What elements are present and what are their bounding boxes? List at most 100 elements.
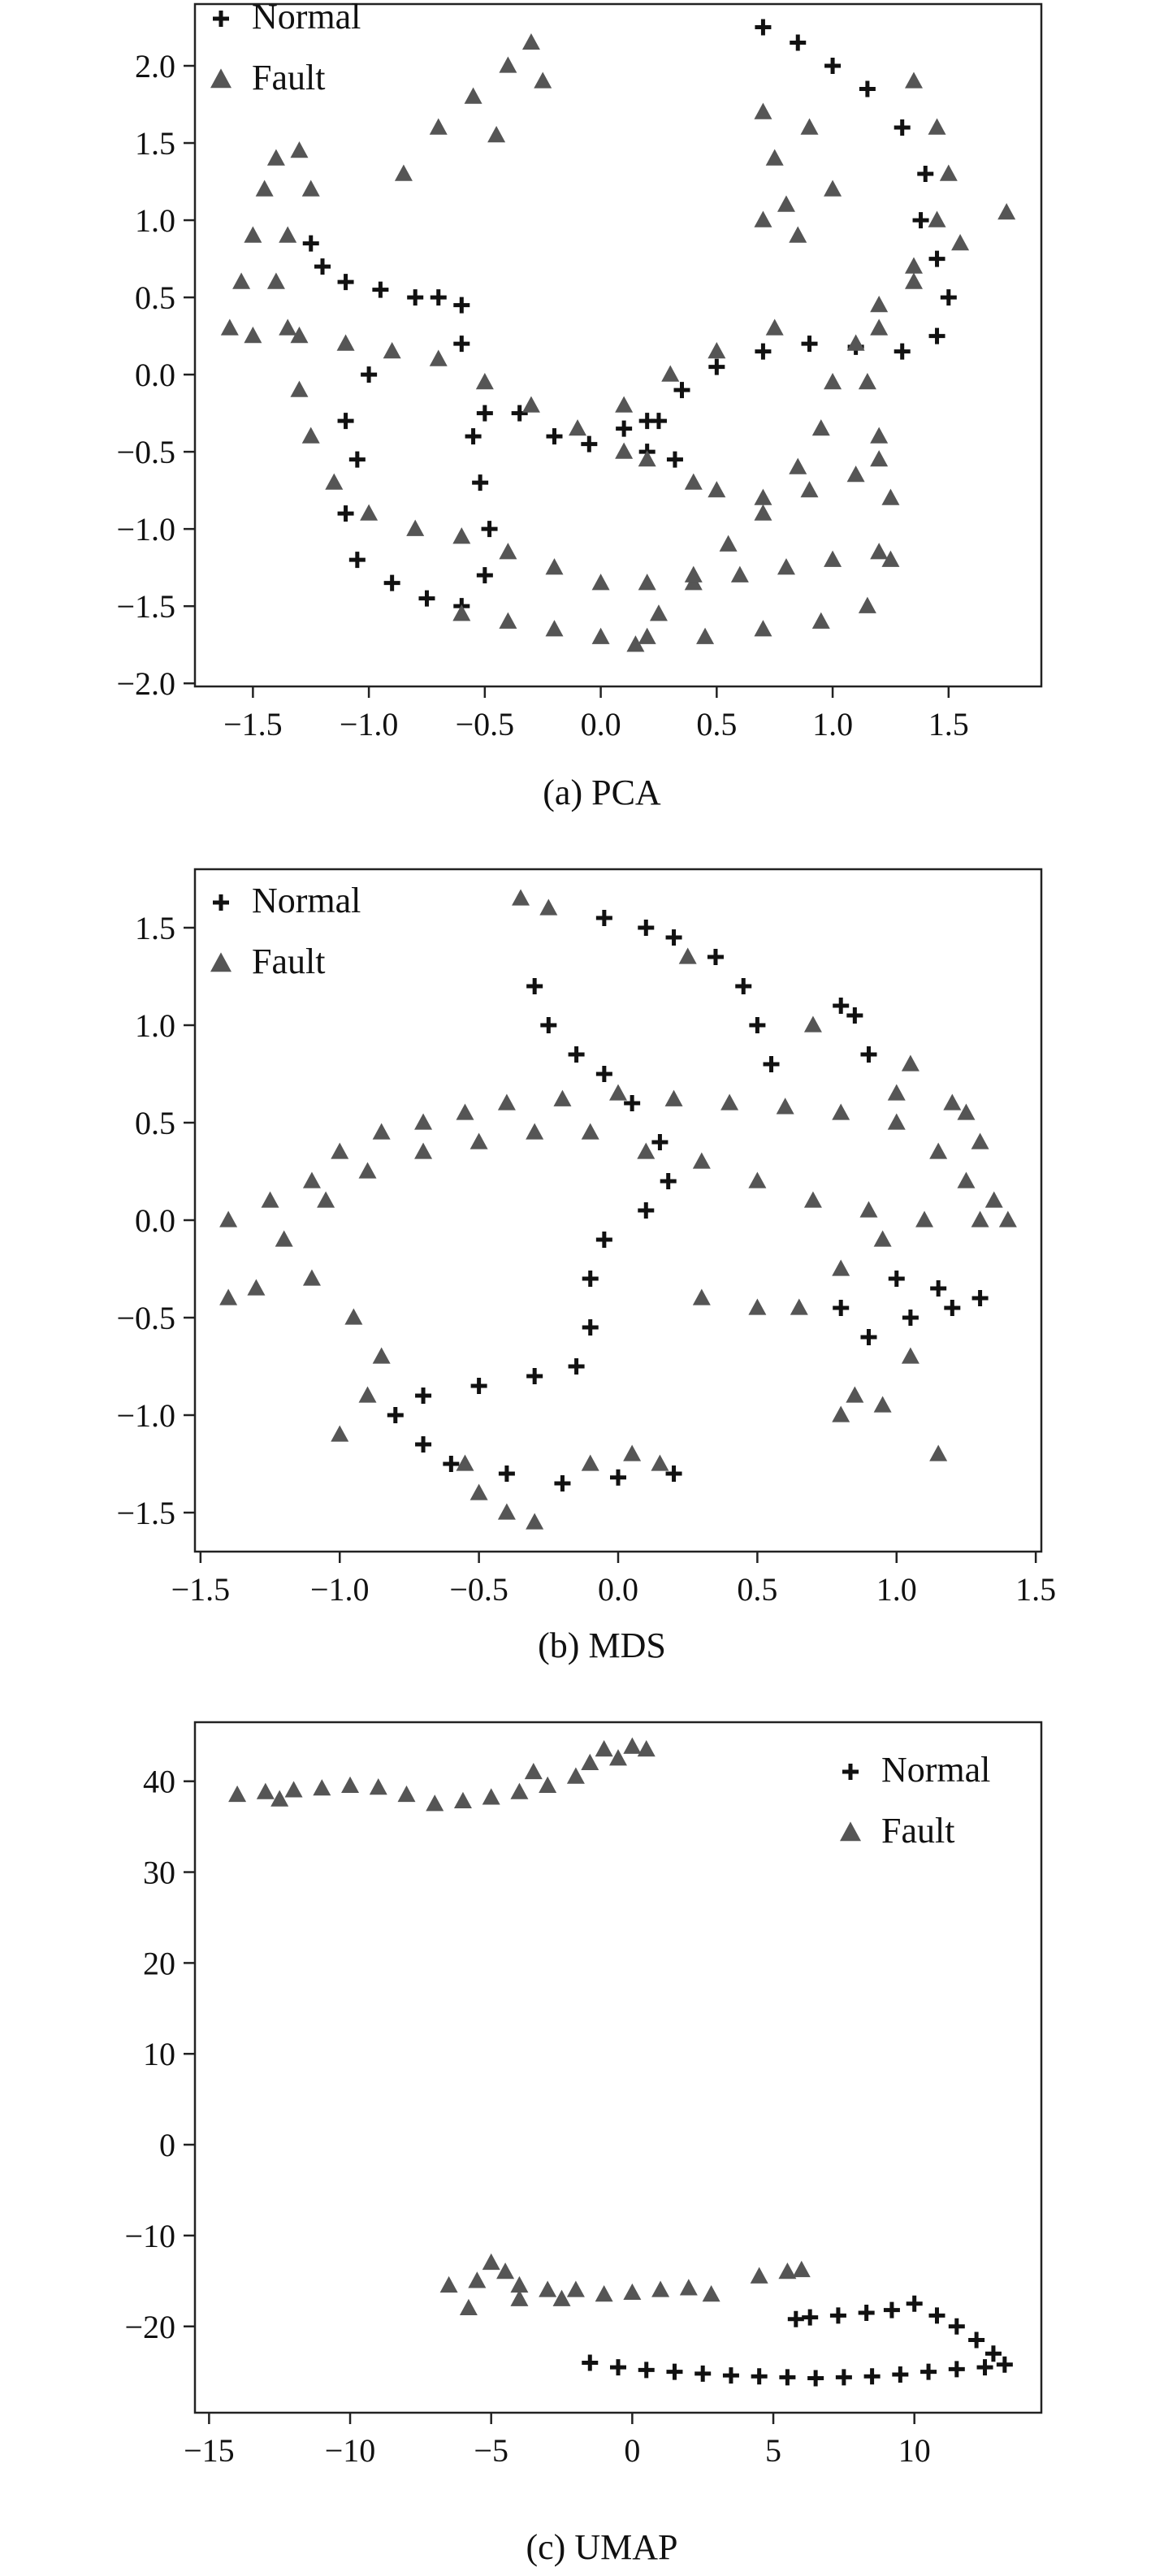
normal-point [860, 1329, 877, 1345]
fault-point [539, 2280, 557, 2297]
normal-point [582, 2354, 599, 2371]
normal-point [708, 358, 725, 375]
normal-point [581, 435, 598, 452]
normal-point [940, 289, 957, 306]
fault-point [247, 1279, 266, 1296]
fault-point [510, 2289, 529, 2306]
normal-point [755, 19, 772, 36]
series-normal [302, 19, 957, 615]
fault-point [302, 1171, 321, 1188]
fault-point [803, 1015, 822, 1033]
normal-point [859, 80, 876, 97]
fault-point [452, 527, 471, 544]
normal-point [948, 2318, 965, 2335]
normal-point [912, 212, 929, 229]
fault-point [545, 620, 564, 637]
fault-point [499, 56, 517, 73]
fault-point [901, 1054, 920, 1072]
fault-point [623, 1737, 642, 1754]
fault-point [615, 396, 634, 413]
fault-point [754, 210, 772, 227]
fault-point [512, 889, 530, 906]
fault-point [754, 504, 772, 521]
fault-point [957, 1103, 976, 1120]
fault-point [581, 1753, 599, 1770]
fault-point [261, 1191, 279, 1208]
fault-point [566, 2280, 585, 2297]
x-tick-label: −5 [474, 2432, 508, 2469]
fault-point [637, 1142, 656, 1159]
normal-point [546, 428, 563, 445]
normal-point [526, 1368, 543, 1384]
fault-point [279, 318, 297, 336]
normal-point [835, 2369, 852, 2386]
fault-point [623, 2283, 642, 2301]
y-tick-label: −1.0 [116, 511, 175, 548]
fault-point [707, 481, 726, 498]
fault-point [984, 1191, 1003, 1208]
x-tick-label: −0.5 [449, 1571, 508, 1608]
series-fault [220, 32, 1016, 652]
normal-point [415, 1388, 432, 1404]
y-tick-label: 30 [143, 1855, 175, 1891]
fault-point [372, 1123, 391, 1140]
normal-point [888, 1271, 905, 1287]
fault-point [901, 1347, 920, 1364]
fault-point [859, 1201, 878, 1218]
fault-point [858, 373, 876, 390]
fault-point [811, 612, 830, 629]
normal-point [383, 574, 400, 591]
fault-point [904, 71, 923, 89]
fault-point [591, 627, 610, 644]
normal-point [833, 998, 850, 1014]
normal-point [595, 910, 612, 926]
fault-point [939, 164, 958, 181]
normal-point [829, 2307, 846, 2324]
fault-point [497, 1503, 516, 1520]
fault-point [521, 32, 540, 50]
fault-point [971, 1132, 989, 1149]
normal-point [348, 451, 366, 468]
fault-point [566, 1767, 585, 1784]
x-tick-label: 0 [624, 2432, 640, 2469]
fault-point [609, 1084, 627, 1101]
y-tick-label: 40 [143, 1764, 175, 1800]
y-tick-label: −2.0 [116, 665, 175, 702]
fault-point [358, 1386, 377, 1403]
legend-label-normal: Normal [252, 881, 361, 920]
normal-point [337, 413, 354, 430]
normal-point [894, 343, 911, 360]
normal-point [790, 34, 807, 51]
y-tick-label: −1.5 [116, 588, 175, 625]
fault-point [459, 2298, 478, 2316]
mds-chart: −1.5 −1.0 −0.5 0.0 0.5 1.0 1.5 1.5 1.0 0.5 0.0 −0.5… [116, 868, 1056, 1665]
chart-caption: (c) UMAP [526, 2527, 678, 2567]
fault-point [846, 465, 865, 483]
legend-normal-marker [213, 894, 229, 911]
fault-point [765, 149, 784, 166]
normal-point [453, 297, 470, 314]
normal-point [807, 2370, 824, 2387]
fault-point [526, 1123, 544, 1140]
x-tick-label: 0.5 [696, 706, 737, 742]
fault-point [464, 87, 482, 104]
fault-point [429, 118, 448, 135]
normal-point [996, 2356, 1013, 2373]
umap-chart: −15 −10 −5 0 5 10 40 30 20 10 0 −10 −20 Normal Fault (c… [124, 1721, 1043, 2567]
normal-point [846, 1007, 863, 1024]
chart-caption: (b) MDS [538, 1626, 666, 1665]
x-tick-label: 1.0 [812, 706, 853, 742]
fault-point [453, 1791, 472, 1808]
legend: Normal Fault [210, 881, 361, 981]
normal-point [920, 2363, 937, 2380]
fault-point [870, 426, 889, 444]
fault-point [790, 1298, 808, 1315]
fault-point [792, 2260, 811, 2278]
fault-point [244, 226, 262, 243]
fault-point [456, 1103, 474, 1120]
normal-point [651, 1134, 669, 1150]
normal-point [638, 1202, 655, 1219]
legend-label-fault: Fault [881, 1811, 954, 1851]
normal-point [540, 1017, 557, 1033]
normal-point [930, 1280, 947, 1297]
